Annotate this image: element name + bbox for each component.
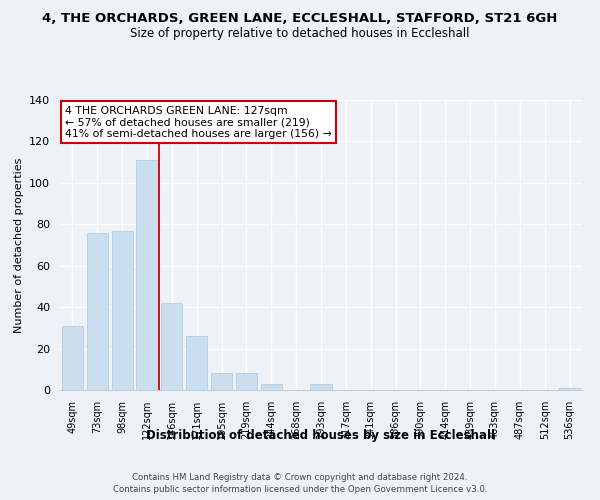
Text: 4, THE ORCHARDS, GREEN LANE, ECCLESHALL, STAFFORD, ST21 6GH: 4, THE ORCHARDS, GREEN LANE, ECCLESHALL,…: [43, 12, 557, 26]
Bar: [236, 374, 257, 390]
Text: Contains HM Land Registry data © Crown copyright and database right 2024.: Contains HM Land Registry data © Crown c…: [132, 473, 468, 482]
Bar: [161, 303, 182, 390]
Bar: [136, 160, 158, 390]
Text: 4 THE ORCHARDS GREEN LANE: 127sqm
← 57% of detached houses are smaller (219)
41%: 4 THE ORCHARDS GREEN LANE: 127sqm ← 57% …: [65, 106, 332, 139]
Bar: [211, 374, 232, 390]
Text: Size of property relative to detached houses in Eccleshall: Size of property relative to detached ho…: [130, 28, 470, 40]
Bar: [261, 384, 282, 390]
Bar: [62, 326, 83, 390]
Bar: [87, 232, 108, 390]
Bar: [112, 230, 133, 390]
Y-axis label: Number of detached properties: Number of detached properties: [14, 158, 23, 332]
Bar: [310, 384, 332, 390]
Bar: [186, 336, 207, 390]
Text: Distribution of detached houses by size in Eccleshall: Distribution of detached houses by size …: [146, 428, 496, 442]
Bar: [559, 388, 580, 390]
Text: Contains public sector information licensed under the Open Government Licence v3: Contains public sector information licen…: [113, 486, 487, 494]
